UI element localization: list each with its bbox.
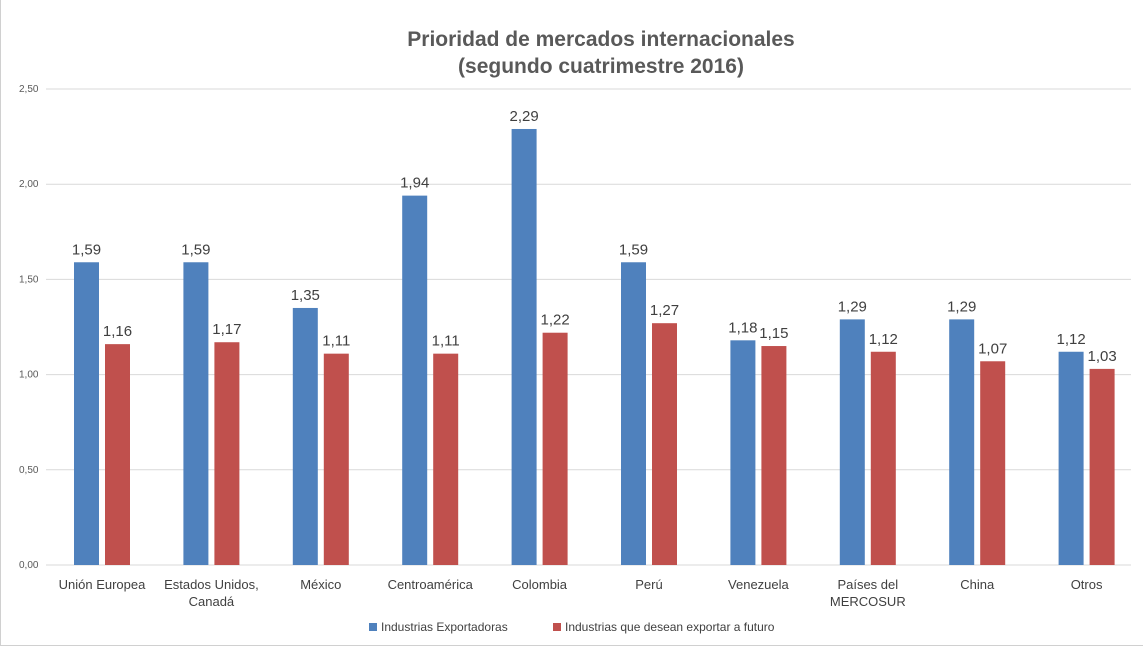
data-label: 1,94: [400, 175, 429, 192]
data-label: 1,59: [619, 241, 648, 258]
bar-futuro: [870, 351, 896, 565]
bar-exportadoras: [511, 128, 537, 565]
x-tick-label: Centroamérica: [388, 577, 474, 592]
data-label: 1,27: [650, 302, 679, 319]
data-label: 1,03: [1087, 348, 1116, 365]
bar-exportadoras: [621, 262, 646, 565]
data-label: 1,22: [540, 312, 569, 329]
data-label: 2,29: [509, 108, 538, 125]
bar-exportadoras: [949, 319, 975, 565]
y-tick-label: 0,50: [19, 465, 39, 476]
legend-swatch: [553, 623, 561, 631]
bar-exportadoras: [402, 195, 428, 565]
legend-label: Industrias Exportadoras: [381, 620, 508, 634]
bar-exportadoras: [730, 340, 756, 565]
chart-title-line: Prioridad de mercados internacionales: [407, 28, 794, 51]
data-labels: 1,59 1,591,351,942,291,591,181,29 1,291,12…: [72, 108, 1117, 365]
data-label: 1,35: [291, 287, 320, 304]
x-tick-label: Perú: [635, 577, 662, 592]
legend-label: Industrias que desean exportar a futuro: [565, 620, 775, 634]
legend-swatch: [369, 623, 377, 631]
data-label: 1,18: [728, 319, 757, 336]
data-label: 1,59: [181, 241, 210, 258]
data-label: 1,11: [322, 333, 350, 350]
data-label: 1,16: [103, 323, 132, 340]
x-tick-label: Otros: [1071, 577, 1103, 592]
data-label: 1,59: [72, 241, 101, 258]
bar-futuro: [323, 353, 349, 565]
bar-exportadoras: [292, 307, 318, 565]
bars: [74, 128, 1115, 565]
x-tick-label: México: [300, 577, 341, 592]
chart-title-line: (segundo cuatrimestre 2016): [458, 55, 744, 78]
x-tick-label: Canadá: [189, 594, 235, 609]
x-tick-label: Colombia: [512, 577, 568, 592]
data-label: 1,29: [947, 298, 976, 315]
data-label: 1,17: [212, 321, 241, 338]
data-label: 1,11: [432, 333, 460, 350]
data-label: 1,15: [759, 325, 788, 342]
y-tick-label: 0,00: [19, 560, 39, 571]
bar-exportadoras: [74, 262, 99, 565]
y-tick-label: 1,00: [19, 370, 39, 381]
bar-futuro: [980, 361, 1006, 565]
y-tick-label: 2,00: [19, 179, 39, 190]
y-tick-label: 2,50: [19, 84, 39, 95]
x-tick-label: Estados Unidos,: [164, 577, 259, 592]
bar-futuro: [761, 346, 787, 565]
data-label: 1,12: [869, 331, 898, 348]
bar-futuro: [105, 344, 130, 565]
data-label: 1,29: [838, 298, 867, 315]
x-axis-ticks: Unión Europea Estados Unidos, Canadá México…: [59, 577, 1103, 609]
bar-exportadoras: [183, 262, 209, 565]
bar-exportadoras: [839, 319, 865, 565]
y-axis-ticks: 0,00 0,50 1,00 1,50 2,00 2,50: [19, 84, 39, 571]
x-tick-label: Países del: [837, 577, 898, 592]
x-tick-label: MERCOSUR: [830, 594, 906, 609]
bar-futuro: [214, 342, 240, 565]
bar-futuro: [542, 332, 568, 565]
bar-exportadoras: [1058, 351, 1084, 565]
bar-futuro: [1089, 368, 1115, 565]
bar-futuro: [433, 353, 459, 565]
data-label: 1,07: [978, 340, 1007, 357]
data-label: 1,12: [1056, 331, 1085, 348]
bar-futuro: [652, 323, 677, 565]
y-tick-label: 1,50: [19, 274, 39, 285]
chart-title: Prioridad de mercados internacionales (se…: [407, 28, 794, 78]
x-tick-label: Unión Europea: [59, 577, 146, 592]
x-tick-label: Venezuela: [728, 577, 789, 592]
x-tick-label: China: [960, 577, 995, 592]
legend: Industrias Exportadoras Industrias que de…: [369, 620, 775, 634]
